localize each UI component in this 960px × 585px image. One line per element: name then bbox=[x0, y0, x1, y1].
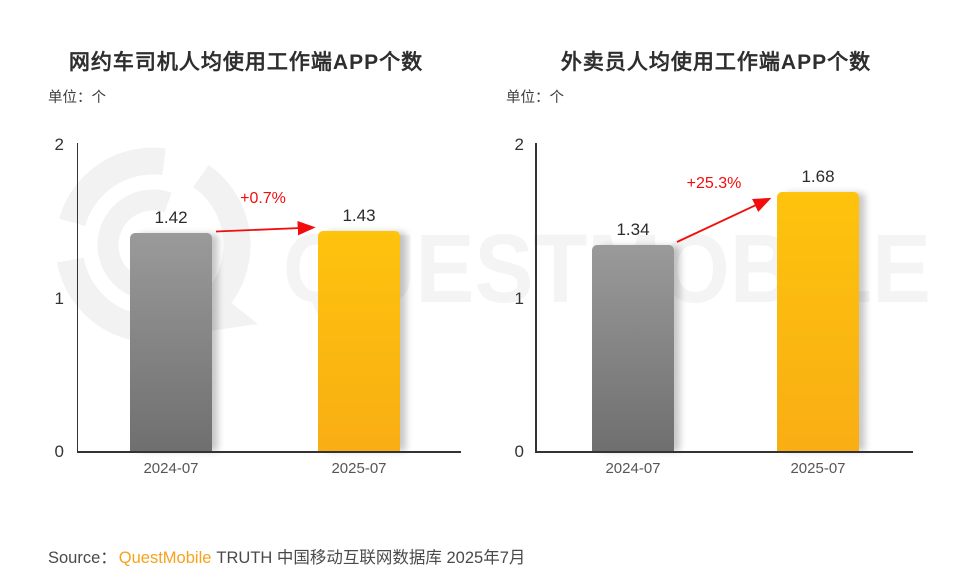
bar-2024-07 bbox=[592, 245, 674, 452]
value-label-2025-07: 1.68 bbox=[801, 167, 835, 186]
x-category-2024-07: 2024-07 bbox=[605, 460, 661, 477]
source-brand: QuestMobile bbox=[118, 549, 212, 567]
bar-2024-07 bbox=[130, 233, 212, 452]
source-prefix: Source： bbox=[48, 549, 117, 567]
unit-label: 单位：个 bbox=[48, 90, 106, 106]
y-tick-0: 0 bbox=[54, 442, 64, 461]
value-label-2024-07: 1.34 bbox=[616, 220, 650, 239]
chart-panel-delivery-riders: 外卖员人均使用工作端APP个数 单位：个 2 1 0 1.34 1.68 202… bbox=[498, 0, 934, 585]
chart-title: 外卖员人均使用工作端APP个数 bbox=[560, 51, 872, 74]
unit-label: 单位：个 bbox=[506, 90, 564, 106]
source-rest: TRUTH 中国移动互联网数据库 2025年7月 bbox=[216, 549, 526, 567]
growth-rate-label: +25.3% bbox=[686, 175, 742, 192]
x-axis-line bbox=[535, 451, 913, 453]
value-label-2024-07: 1.42 bbox=[154, 208, 188, 227]
growth-rate-label: +0.7% bbox=[240, 190, 286, 207]
y-axis-line bbox=[535, 143, 537, 452]
chart-title: 网约车司机人均使用工作端APP个数 bbox=[68, 51, 424, 74]
chart-panel-ridehailing-drivers: 网约车司机人均使用工作端APP个数 单位：个 2 1 0 1.42 1.43 2… bbox=[28, 0, 464, 585]
x-category-2025-07: 2025-07 bbox=[331, 460, 387, 477]
x-category-2024-07: 2024-07 bbox=[143, 460, 199, 477]
x-axis-line bbox=[76, 451, 461, 453]
y-tick-2: 2 bbox=[514, 135, 524, 154]
source-line: Source： QuestMobile TRUTH 中国移动互联网数据库 2025年… bbox=[48, 544, 525, 568]
bar-2025-07 bbox=[777, 192, 859, 452]
y-tick-0: 0 bbox=[514, 442, 524, 461]
y-tick-2: 2 bbox=[54, 135, 64, 154]
y-tick-1: 1 bbox=[54, 289, 64, 308]
bar-2025-07 bbox=[318, 231, 400, 452]
logo-tail bbox=[203, 290, 258, 332]
y-axis-line bbox=[76, 143, 79, 452]
value-label-2025-07: 1.43 bbox=[342, 206, 376, 225]
y-tick-1: 1 bbox=[514, 289, 524, 308]
x-category-2025-07: 2025-07 bbox=[790, 460, 846, 477]
